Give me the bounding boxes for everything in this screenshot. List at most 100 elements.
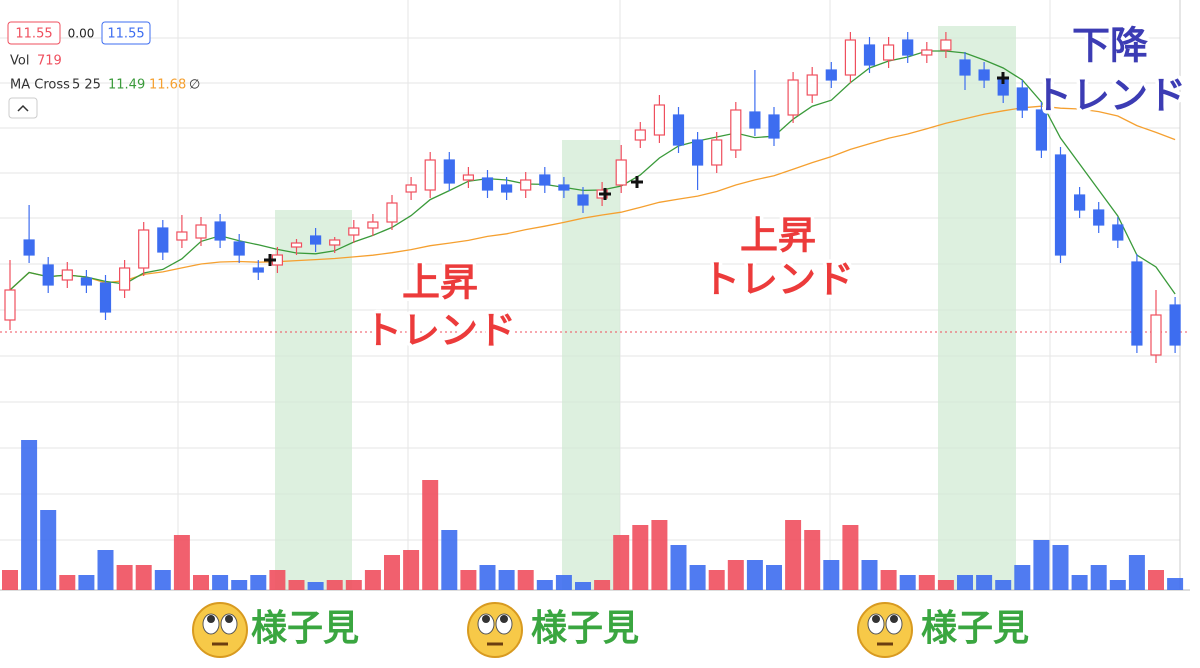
- candle-body: [672, 114, 685, 146]
- trend-label: 上昇: [740, 214, 816, 258]
- ma-label: MA Cross: [10, 78, 70, 93]
- volume-bar: [78, 575, 95, 590]
- wait-zone: [938, 26, 1016, 590]
- volume-bar: [345, 580, 362, 590]
- volume-bar: [97, 550, 114, 590]
- candle-body: [520, 179, 532, 191]
- trend-label: トレンド: [364, 309, 516, 353]
- face-icon: [467, 602, 523, 658]
- price-box: [101, 21, 151, 45]
- volume-bar: [307, 582, 324, 590]
- trend-label: トレンド: [702, 258, 854, 302]
- candle-body: [386, 202, 398, 223]
- volume-bar: [2, 570, 18, 590]
- cross-markers: [264, 72, 1009, 266]
- vol-value: 719: [37, 54, 62, 69]
- volume-bar: [384, 555, 400, 590]
- ma-fast: 11.49: [108, 78, 145, 93]
- volume-bar: [689, 565, 706, 590]
- volume-bar: [995, 580, 1012, 590]
- legend: 11.55 0.00 11.55 Vol 719 MA Cross 5 25 1…: [7, 21, 200, 119]
- volume-bar: [193, 575, 209, 590]
- candle-body: [558, 184, 570, 191]
- volume-bar: [403, 550, 420, 590]
- ma-icon: ∅: [189, 78, 200, 93]
- candle-body: [501, 184, 513, 193]
- volume-bar: [154, 570, 171, 590]
- volume-bar: [880, 570, 897, 590]
- price-box: [7, 21, 61, 45]
- candle-body: [252, 267, 264, 273]
- volume-bar: [1090, 565, 1107, 590]
- face-icon: [192, 602, 248, 658]
- volume-bar: [651, 520, 668, 590]
- candle-body: [443, 159, 455, 184]
- volume-bar: [823, 560, 840, 590]
- candle-body: [882, 44, 895, 61]
- candle-body: [768, 114, 780, 139]
- wait-label: 様子見: [251, 608, 359, 649]
- wait-labels: 様子見 様子見 様子見: [192, 602, 1032, 658]
- volume-bar: [231, 580, 248, 590]
- candle-body: [80, 277, 93, 286]
- candle-body: [329, 239, 341, 246]
- candle-body: [138, 229, 150, 269]
- candle-body: [1035, 109, 1048, 151]
- volume-bar: [1014, 565, 1031, 590]
- wait-label: 様子見: [531, 608, 639, 649]
- face-icon: [857, 602, 913, 658]
- trend-labels: 上昇 トレンド 上昇 トレンド 下降 トレンド: [360, 20, 1189, 356]
- candle-body: [749, 111, 761, 129]
- volume-bar: [555, 575, 572, 590]
- volume-bar: [460, 570, 477, 590]
- volume-bar: [212, 575, 229, 590]
- candle-body: [233, 241, 245, 256]
- candle-body: [462, 174, 474, 181]
- change: 0.00: [68, 27, 95, 41]
- volume-bar: [918, 575, 935, 590]
- volume-bar: [479, 565, 496, 590]
- trend-label: 上昇: [402, 261, 478, 305]
- volume-bar: [957, 575, 973, 590]
- candle-body: [118, 267, 131, 291]
- candle-body: [902, 39, 914, 56]
- collapse-button[interactable]: [8, 97, 38, 119]
- volume-bar: [594, 580, 611, 590]
- vol-label: Vol: [10, 54, 29, 69]
- ma-slow: 11.68: [149, 78, 186, 93]
- candle-body: [367, 221, 379, 229]
- trend-label: トレンド: [1034, 74, 1186, 118]
- candle-body: [978, 69, 990, 81]
- candle-body: [863, 44, 876, 66]
- candle-body: [157, 227, 169, 253]
- plot: [2, 32, 1184, 590]
- volume-bar: [727, 560, 744, 590]
- volume-bar: [804, 530, 821, 590]
- candle-body: [1073, 194, 1086, 211]
- volume-bar: [40, 510, 57, 590]
- wait-zone: [562, 140, 620, 590]
- candle-body: [1169, 304, 1181, 346]
- price: 11.55: [15, 27, 52, 42]
- candle-body: [214, 221, 226, 241]
- volume-bar: [861, 560, 878, 590]
- trend-label: 下降: [1072, 24, 1148, 68]
- candle-body: [61, 269, 73, 281]
- volume-bar: [670, 545, 687, 590]
- candle-body: [1112, 224, 1124, 241]
- candle-body: [23, 239, 35, 256]
- volume-bar: [766, 565, 782, 590]
- volume-bar: [613, 535, 630, 590]
- volume-bar: [708, 570, 725, 590]
- candle-body: [1093, 209, 1105, 226]
- ma-fast-line: [9, 50, 1176, 295]
- volume-bar: [976, 575, 993, 590]
- candle-body: [959, 59, 971, 76]
- price: 11.55: [107, 27, 144, 42]
- volume-bar: [899, 575, 916, 590]
- candle-body: [806, 74, 818, 96]
- candle-body: [405, 184, 417, 193]
- volume-bar: [746, 560, 763, 590]
- candle-body: [653, 104, 666, 136]
